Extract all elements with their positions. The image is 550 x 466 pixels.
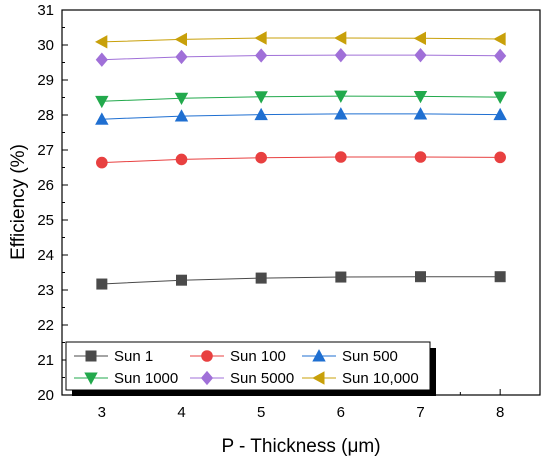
y-tick-label: 29	[37, 72, 54, 89]
series-4	[95, 90, 507, 109]
data-point	[174, 109, 189, 122]
y-tick-label: 22	[37, 317, 54, 334]
data-point	[493, 91, 507, 104]
series-2	[96, 151, 506, 169]
tick-labels: 3 4 5 6 7 8 20 21 22 23 24 25 26 27 28 29 30 31	[37, 2, 504, 421]
data-point	[254, 31, 267, 45]
series-1	[96, 271, 506, 290]
legend-marker	[312, 371, 325, 385]
data-point	[175, 49, 188, 65]
x-tick-label: 8	[496, 404, 504, 421]
y-axis-title: Efficiency (%)	[8, 144, 29, 260]
data-point	[334, 47, 347, 63]
data-point	[493, 32, 506, 46]
y-tick-label: 31	[37, 2, 54, 19]
series-line	[101, 156, 501, 164]
data-point	[96, 278, 108, 290]
x-tick-label: 3	[98, 404, 106, 421]
y-tick-label: 30	[37, 37, 54, 54]
legend-item: Sun 10,000	[302, 370, 419, 387]
legend-items: Sun 1 Sun 100 Sun 500 Sun 1000 Sun 5000 Sun 1…	[74, 348, 419, 387]
data-point	[494, 48, 507, 64]
legend-label: Sun 1	[114, 348, 153, 365]
data-point	[95, 52, 108, 67]
data-point	[255, 272, 267, 284]
y-tick-label: 21	[37, 352, 54, 369]
legend-label: Sun 10,000	[342, 370, 419, 387]
data-point	[255, 48, 268, 63]
legend-item: Sun 100	[190, 348, 286, 365]
x-tick-label: 5	[257, 404, 265, 421]
data-point	[96, 156, 108, 169]
data-point	[413, 90, 428, 104]
data-point	[95, 112, 109, 125]
legend-label: Sun 500	[342, 348, 398, 365]
legend-marker	[201, 350, 213, 362]
data-point	[334, 107, 348, 120]
data-point	[334, 90, 348, 103]
data-point	[254, 107, 268, 121]
legend-label: Sun 1000	[114, 370, 178, 387]
data-point	[335, 151, 347, 163]
data-point	[95, 35, 108, 49]
legend-label: Sun 100	[230, 348, 286, 365]
legend: Sun 1 Sun 100 Sun 500 Sun 1000 Sun 5000 Sun 1…	[65, 341, 436, 396]
data-point	[413, 31, 427, 46]
y-tick-label: 24	[37, 247, 54, 264]
legend-label: Sun 5000	[230, 370, 294, 387]
y-tick-label: 27	[37, 142, 54, 159]
legend-marker	[312, 349, 326, 362]
data-point	[414, 151, 427, 163]
plot-frame	[61, 9, 541, 396]
data-point	[176, 274, 188, 286]
y-tick-label: 23	[37, 282, 54, 299]
data-point	[175, 153, 188, 166]
data-point	[494, 271, 506, 283]
legend-item: Sun 1	[74, 348, 153, 365]
data-point	[335, 271, 347, 283]
x-tick-label: 7	[416, 404, 424, 421]
series-line	[101, 54, 501, 61]
legend-marker	[200, 370, 214, 386]
y-tick-label: 25	[37, 212, 54, 229]
y-tick-label: 26	[37, 177, 54, 194]
data-point	[413, 107, 428, 120]
legend-item: Sun 1000	[74, 370, 178, 387]
data-point	[255, 151, 267, 164]
data-point	[493, 107, 507, 121]
data-point	[334, 31, 347, 45]
legend-item: Sun 5000	[190, 370, 294, 387]
data-point	[95, 95, 109, 109]
legend-box	[65, 341, 431, 391]
series-line	[101, 276, 501, 285]
data-point	[414, 271, 426, 283]
x-tick-label: 6	[337, 404, 345, 421]
axis-ticks	[62, 9, 501, 396]
data-point	[174, 32, 187, 47]
data-point	[174, 92, 189, 106]
data-point	[414, 47, 427, 63]
y-tick-label: 28	[37, 107, 54, 124]
y-tick-label: 20	[37, 387, 54, 404]
x-axis-title: P - Thickness (μm)	[221, 436, 380, 457]
legend-item: Sun 500	[302, 348, 398, 365]
legend-marker	[84, 372, 98, 385]
series-line	[101, 113, 501, 120]
series-line	[101, 95, 501, 102]
series-3	[95, 107, 507, 125]
series-5	[95, 47, 507, 67]
series-6	[95, 31, 506, 49]
series-layer	[95, 31, 507, 290]
data-point	[254, 91, 268, 104]
x-tick-label: 4	[177, 404, 185, 421]
data-point	[494, 151, 506, 164]
legend-marker	[85, 350, 97, 362]
series-line	[101, 37, 501, 43]
